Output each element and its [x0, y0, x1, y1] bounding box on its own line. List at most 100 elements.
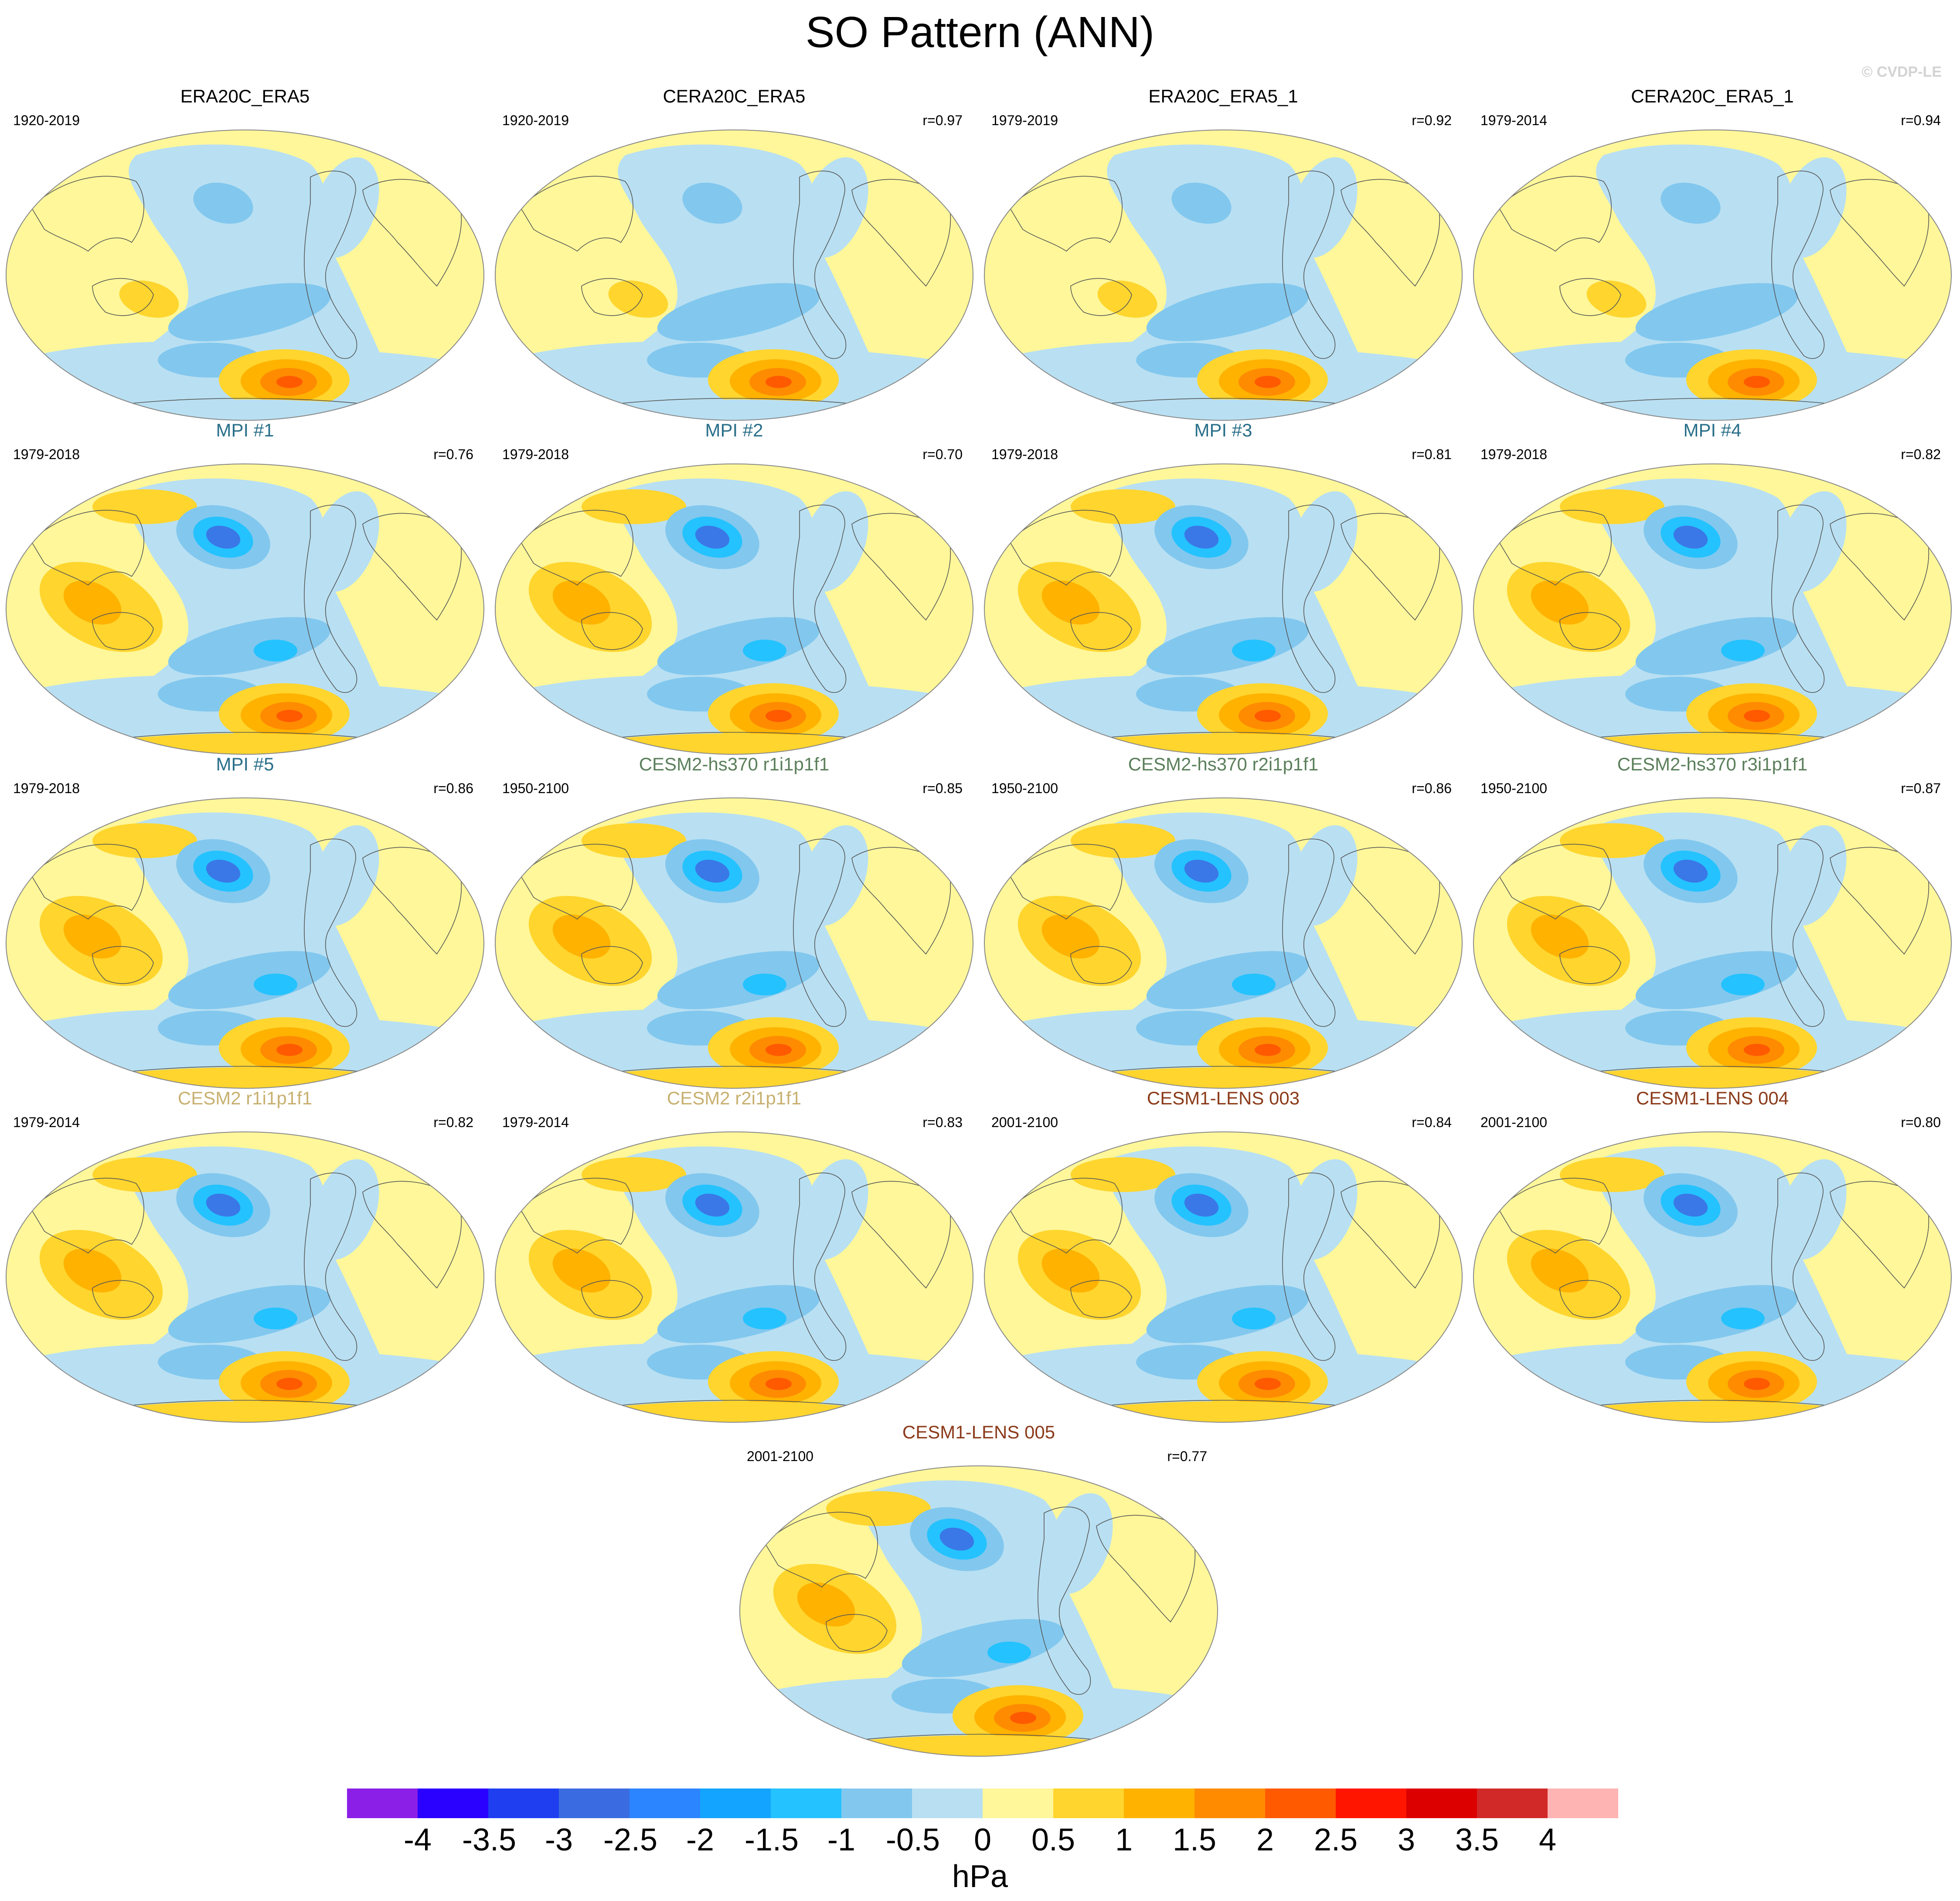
- panel-period: 1979-2014: [13, 1114, 80, 1130]
- colorbar-swatch: [983, 1789, 1053, 1818]
- panel-period: 2001-2100: [991, 1114, 1058, 1130]
- colorbar-tick-label: 3.5: [1455, 1823, 1499, 1857]
- panel-period: 1979-2019: [991, 112, 1058, 128]
- panel-title: CESM2 r2i1p1f1: [667, 1088, 802, 1108]
- credit-text: © CVDP-LE: [1861, 64, 1942, 80]
- panel-correlation: r=0.97: [922, 112, 963, 128]
- so-pattern-map: [6, 463, 484, 755]
- colorbar-swatch: [1548, 1789, 1618, 1818]
- panel-period: 1920-2019: [502, 112, 569, 128]
- panel-title: CESM1-LENS 003: [1147, 1088, 1300, 1108]
- colorbar-tick-label: -1: [827, 1823, 856, 1857]
- colorbar-tick-label: 1.5: [1172, 1823, 1217, 1857]
- panel-period: 2001-2100: [747, 1448, 814, 1464]
- colorbar-tick-label: 3: [1397, 1823, 1416, 1857]
- colorbar-swatch: [1477, 1789, 1548, 1818]
- map-panel: MPI #5 1979-2018 r=0.86: [5, 753, 485, 1089]
- colorbar-swatch: [841, 1789, 912, 1818]
- colorbar-swatch: [1124, 1789, 1194, 1818]
- map-panel: ERA20C_ERA5 1920-2019: [5, 85, 485, 421]
- so-pattern-map: [739, 1465, 1218, 1757]
- panel-title: MPI #4: [1683, 420, 1742, 440]
- colorbar-tick-label: -0.5: [886, 1823, 940, 1857]
- colorbar-swatch: [771, 1789, 841, 1818]
- panel-correlation: r=0.85: [922, 780, 963, 796]
- colorbar-tick-label: 0: [973, 1823, 992, 1857]
- colorbar-swatch: [630, 1789, 700, 1818]
- colorbar-tick-label: -3.5: [462, 1823, 517, 1857]
- panel-title: MPI #3: [1194, 420, 1252, 440]
- colorbar-swatch: [347, 1789, 418, 1818]
- so-pattern-map: [495, 1131, 973, 1423]
- so-pattern-map: [984, 463, 1463, 755]
- map-panel: ERA20C_ERA5_1 1979-2019 r=0.92: [983, 85, 1463, 421]
- so-pattern-map: [1473, 1131, 1952, 1423]
- panel-correlation: r=0.82: [1901, 446, 1941, 462]
- figure-title: SO Pattern (ANN): [805, 8, 1155, 57]
- panel-correlation: r=0.86: [433, 780, 473, 796]
- colorbar-tick-label: 4: [1538, 1823, 1557, 1857]
- panel-period: 1950-2100: [991, 780, 1058, 796]
- panel-title: CESM1-LENS 004: [1636, 1088, 1789, 1108]
- map-panel: MPI #1 1979-2018 r=0.76: [5, 419, 485, 755]
- colorbar-tick-label: 2.5: [1313, 1823, 1358, 1857]
- so-pattern-map: [495, 129, 973, 421]
- panel-title: CESM2-hs370 r2i1p1f1: [1128, 754, 1319, 774]
- colorbar-tick-label: -2: [686, 1823, 715, 1857]
- map-panel: CESM2-hs370 r2i1p1f1 1950-2100 r=0.86: [983, 753, 1463, 1089]
- panel-correlation: r=0.87: [1901, 780, 1941, 796]
- so-pattern-map: [1473, 797, 1952, 1089]
- colorbar-swatch: [700, 1789, 771, 1818]
- colorbar-swatch: [1336, 1789, 1406, 1818]
- so-pattern-map: [1473, 463, 1952, 755]
- panel-title: ERA20C_ERA5_1: [1148, 86, 1298, 106]
- colorbar-swatch: [1406, 1789, 1477, 1818]
- panel-correlation: r=0.92: [1412, 112, 1452, 128]
- colorbar-tick-label: 0.5: [1031, 1823, 1075, 1857]
- panel-title: MPI #5: [216, 754, 274, 774]
- panel-title: CESM2-hs370 r3i1p1f1: [1617, 754, 1808, 774]
- panel-title: ERA20C_ERA5: [180, 86, 310, 106]
- so-pattern-map: [1473, 129, 1952, 421]
- map-panel: CERA20C_ERA5_1 1979-2014 r=0.94: [1473, 85, 1952, 421]
- panel-title: CERA20C_ERA5_1: [1631, 86, 1794, 106]
- colorbar-swatch: [559, 1789, 630, 1818]
- panel-correlation: r=0.77: [1167, 1448, 1207, 1464]
- panel-correlation: r=0.84: [1412, 1114, 1452, 1130]
- panel-correlation: r=0.86: [1412, 780, 1452, 796]
- so-pattern-map: [495, 463, 973, 755]
- panel-title: CESM2-hs370 r1i1p1f1: [639, 754, 830, 774]
- panel-period: 1979-2018: [13, 780, 80, 796]
- colorbar-swatch: [418, 1789, 488, 1818]
- panel-period: 1950-2100: [1480, 780, 1548, 796]
- colorbar-tick-label: 2: [1256, 1823, 1274, 1857]
- panel-period: 1979-2014: [1480, 112, 1548, 128]
- panel-correlation: r=0.81: [1412, 446, 1452, 462]
- map-panel: CESM1-LENS 004 2001-2100 r=0.80: [1473, 1087, 1952, 1423]
- panel-correlation: r=0.94: [1901, 112, 1941, 128]
- so-pattern-map: [6, 129, 484, 421]
- colorbar-units: hPa: [952, 1859, 1008, 1894]
- panel-correlation: r=0.76: [433, 446, 473, 462]
- panel-period: 1979-2018: [502, 446, 569, 462]
- panel-correlation: r=0.70: [922, 446, 963, 462]
- map-panel: CESM2-hs370 r3i1p1f1 1950-2100 r=0.87: [1473, 753, 1952, 1089]
- so-pattern-map: [984, 797, 1463, 1089]
- panel-period: 1979-2018: [13, 446, 80, 462]
- colorbar-swatch: [1265, 1789, 1336, 1818]
- colorbar-tick-label: -3: [544, 1823, 573, 1857]
- map-panel: MPI #4 1979-2018 r=0.82: [1473, 419, 1952, 755]
- panel-title: CESM1-LENS 005: [902, 1422, 1055, 1442]
- panel-correlation: r=0.80: [1901, 1114, 1941, 1130]
- colorbar-swatch: [1053, 1789, 1124, 1818]
- map-panel: MPI #3 1979-2018 r=0.81: [983, 419, 1463, 755]
- colorbar-tick-label: -1.5: [745, 1823, 799, 1857]
- panel-period: 1920-2019: [13, 112, 80, 128]
- colorbar-swatch: [488, 1789, 559, 1818]
- so-pattern-map: [984, 1131, 1463, 1423]
- panel-correlation: r=0.82: [433, 1114, 473, 1130]
- map-panel: CESM2 r2i1p1f1 1979-2014 r=0.83: [494, 1087, 974, 1423]
- so-pattern-map: [6, 797, 484, 1089]
- panel-correlation: r=0.83: [922, 1114, 963, 1130]
- panel-period: 1979-2014: [502, 1114, 569, 1130]
